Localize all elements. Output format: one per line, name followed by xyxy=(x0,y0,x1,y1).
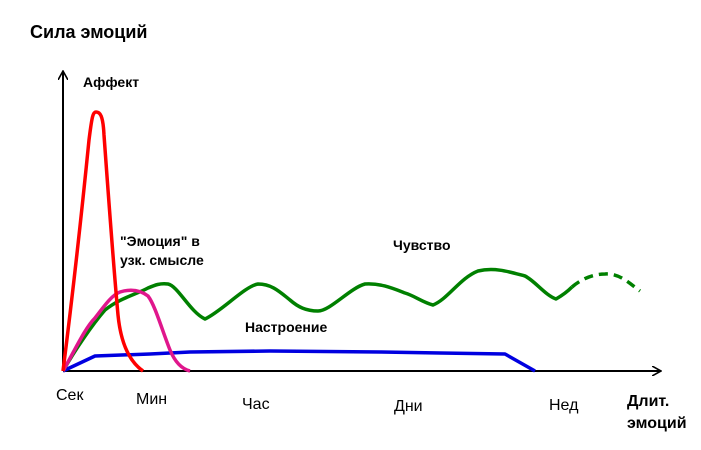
x-axis-label-line1: Длит. xyxy=(627,393,669,410)
curve-feeling xyxy=(61,267,574,372)
curve-emotion-narrow xyxy=(61,288,191,373)
label-affect: Аффект xyxy=(83,74,139,90)
label-mood: Настроение xyxy=(245,319,327,335)
x-tick-days: Дни xyxy=(394,398,423,415)
x-axis-label-line2: эмоций xyxy=(627,415,687,432)
label-feeling: Чувство xyxy=(393,237,451,253)
curve-mood xyxy=(62,349,536,373)
curve-affect xyxy=(61,110,145,373)
x-tick-min: Мин xyxy=(136,391,167,408)
x-tick-sec: Сек xyxy=(56,387,84,404)
x-tick-week: Нед xyxy=(549,397,579,414)
curve-feeling-dashed xyxy=(570,272,642,293)
label-emotion-narrow-line1: "Эмоция" в xyxy=(120,233,200,249)
label-emotion-narrow-line2: узк. смысле xyxy=(120,252,204,268)
x-tick-hour: Час xyxy=(242,396,270,413)
chart-title: Сила эмоций xyxy=(30,22,147,42)
